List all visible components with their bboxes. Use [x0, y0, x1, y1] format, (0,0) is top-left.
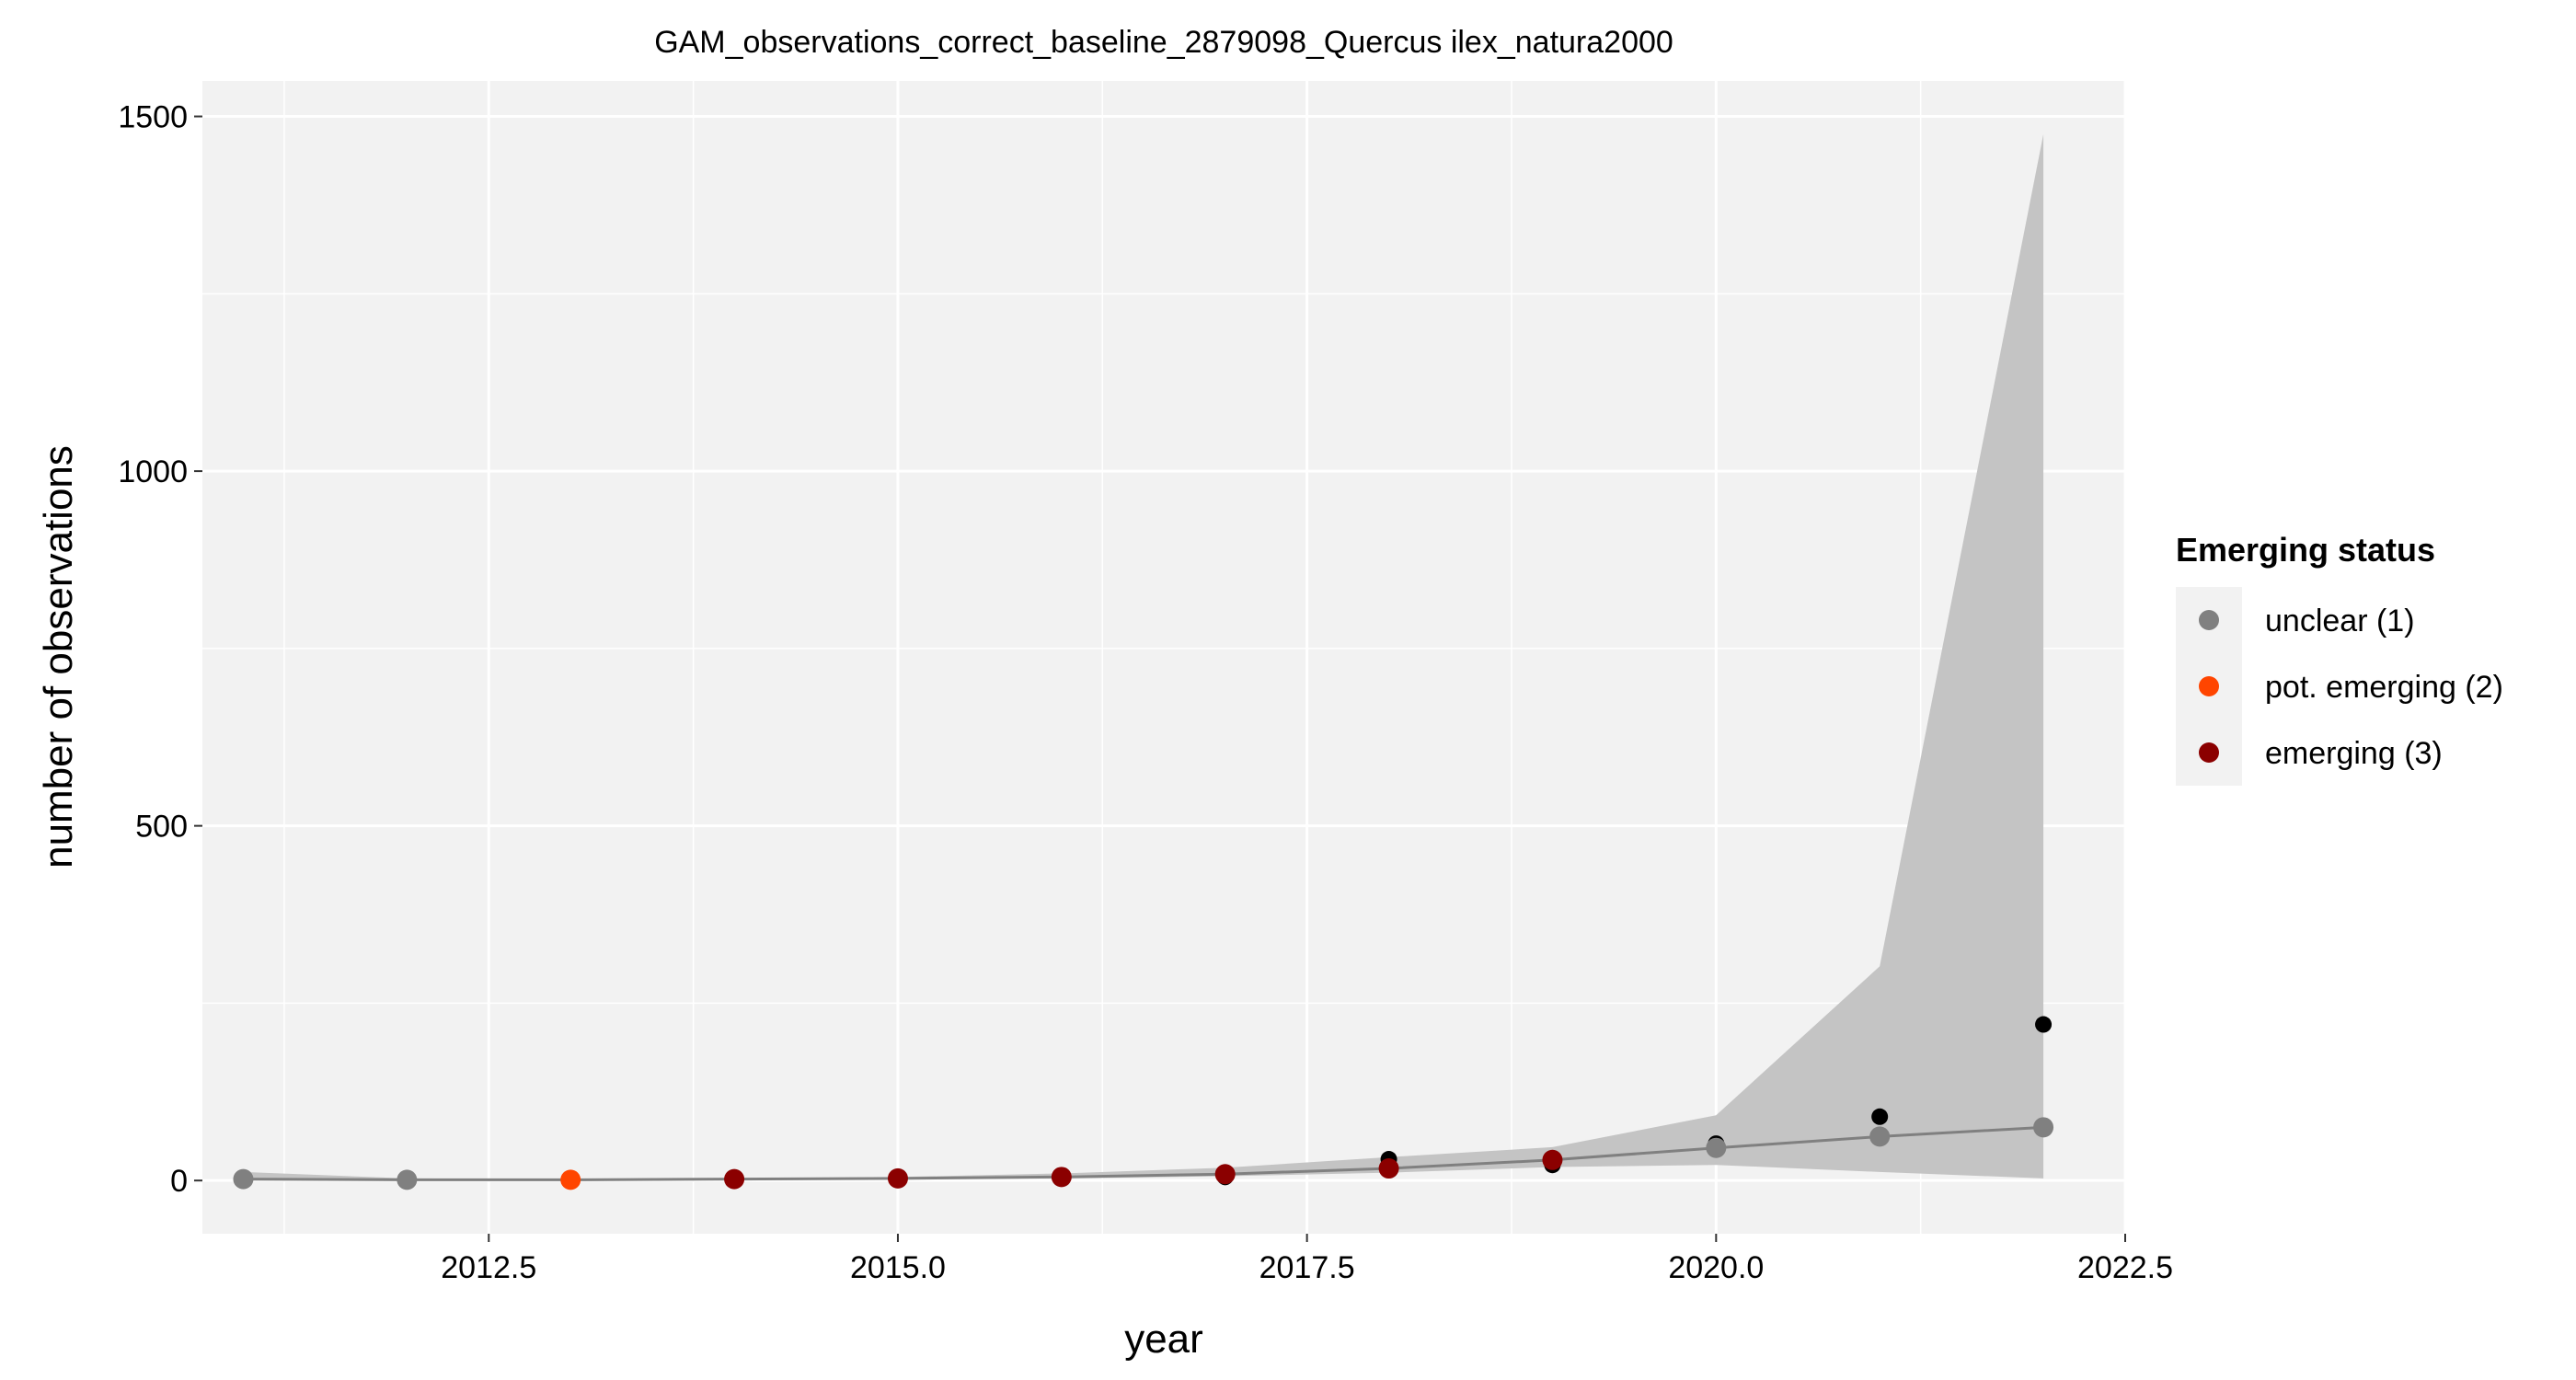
legend-label: pot. emerging (2) — [2265, 670, 2503, 705]
y-axis-title: number of observations — [36, 445, 81, 868]
status-point — [724, 1168, 745, 1190]
confidence-band — [243, 133, 2044, 1181]
status-point — [1214, 1164, 1236, 1185]
legend-label: emerging (3) — [2265, 736, 2443, 771]
x-tick-label: 2012.5 — [441, 1250, 536, 1285]
status-point — [1051, 1167, 1072, 1188]
legend-key — [2199, 676, 2219, 696]
x-tick-label: 2015.0 — [850, 1250, 946, 1285]
status-point — [1869, 1126, 1891, 1147]
status-point — [233, 1168, 254, 1190]
legend: Emerging status unclear (1) pot. emerging… — [2176, 531, 2503, 786]
status-points-layer — [233, 1117, 2054, 1190]
legend-label: unclear (1) — [2265, 604, 2415, 638]
legend-key — [2199, 742, 2219, 763]
confidence-band-layer — [243, 133, 2044, 1181]
x-axis-title: year — [1124, 1317, 1203, 1362]
minor-gridlines — [202, 81, 2125, 1234]
status-point — [1378, 1158, 1399, 1179]
y-tick-label: 1000 — [118, 454, 188, 489]
status-point — [1542, 1149, 1563, 1170]
y-tick-label: 500 — [135, 810, 188, 845]
status-point — [397, 1169, 418, 1190]
y-tick-label: 1500 — [118, 100, 188, 135]
status-point — [1706, 1137, 1727, 1158]
chart-title: GAM_observations_correct_baseline_287909… — [654, 25, 1673, 60]
x-tick-label: 2020.0 — [1668, 1250, 1764, 1285]
legend-title: Emerging status — [2176, 531, 2435, 569]
observation-point — [2035, 1016, 2053, 1033]
y-tick-label: 0 — [170, 1164, 188, 1199]
axes-layer: 2012.5 2015.0 2017.5 2020.0 2022.5 0 500 1000 15… — [118, 100, 2173, 1285]
fit-line — [243, 1125, 2044, 1181]
fit-line-layer — [243, 1125, 2044, 1181]
status-point — [2033, 1117, 2054, 1138]
x-tick-label: 2017.5 — [1259, 1250, 1355, 1285]
legend-key — [2199, 610, 2219, 630]
x-tick-label: 2022.5 — [2077, 1250, 2173, 1285]
observation-point — [1871, 1108, 1889, 1125]
legend-items: unclear (1) pot. emerging (2) emerging (3) — [2199, 604, 2503, 771]
status-point — [560, 1169, 581, 1190]
status-point — [887, 1167, 908, 1189]
